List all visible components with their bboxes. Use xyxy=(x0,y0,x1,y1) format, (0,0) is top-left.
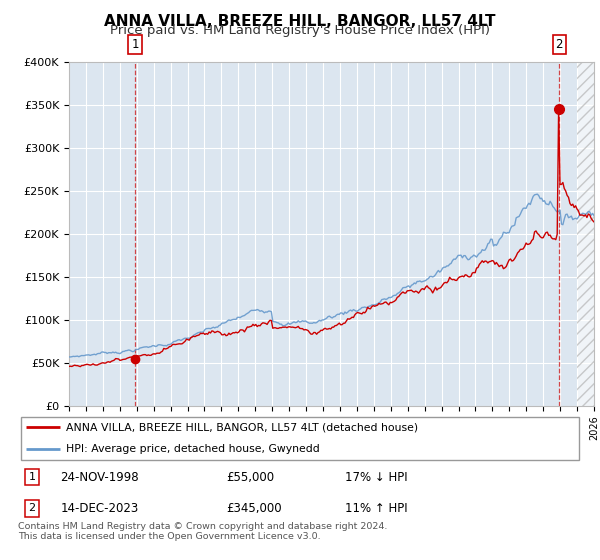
Bar xyxy=(577,53,600,406)
FancyBboxPatch shape xyxy=(21,417,579,460)
Text: 24-NOV-1998: 24-NOV-1998 xyxy=(60,470,139,484)
Text: ANNA VILLA, BREEZE HILL, BANGOR, LL57 4LT: ANNA VILLA, BREEZE HILL, BANGOR, LL57 4L… xyxy=(104,14,496,29)
Text: £55,000: £55,000 xyxy=(227,470,275,484)
Text: HPI: Average price, detached house, Gwynedd: HPI: Average price, detached house, Gwyn… xyxy=(66,444,320,454)
Text: 14-DEC-2023: 14-DEC-2023 xyxy=(60,502,139,515)
Text: Contains HM Land Registry data © Crown copyright and database right 2024.
This d: Contains HM Land Registry data © Crown c… xyxy=(18,522,388,542)
Text: 1: 1 xyxy=(29,472,35,482)
Text: 2: 2 xyxy=(29,503,35,514)
Text: 2: 2 xyxy=(556,38,563,52)
Text: 1: 1 xyxy=(131,38,139,52)
Text: ANNA VILLA, BREEZE HILL, BANGOR, LL57 4LT (detached house): ANNA VILLA, BREEZE HILL, BANGOR, LL57 4L… xyxy=(66,422,418,432)
Text: 17% ↓ HPI: 17% ↓ HPI xyxy=(345,470,408,484)
Text: 11% ↑ HPI: 11% ↑ HPI xyxy=(345,502,408,515)
Text: Price paid vs. HM Land Registry's House Price Index (HPI): Price paid vs. HM Land Registry's House … xyxy=(110,24,490,36)
Text: £345,000: £345,000 xyxy=(227,502,283,515)
